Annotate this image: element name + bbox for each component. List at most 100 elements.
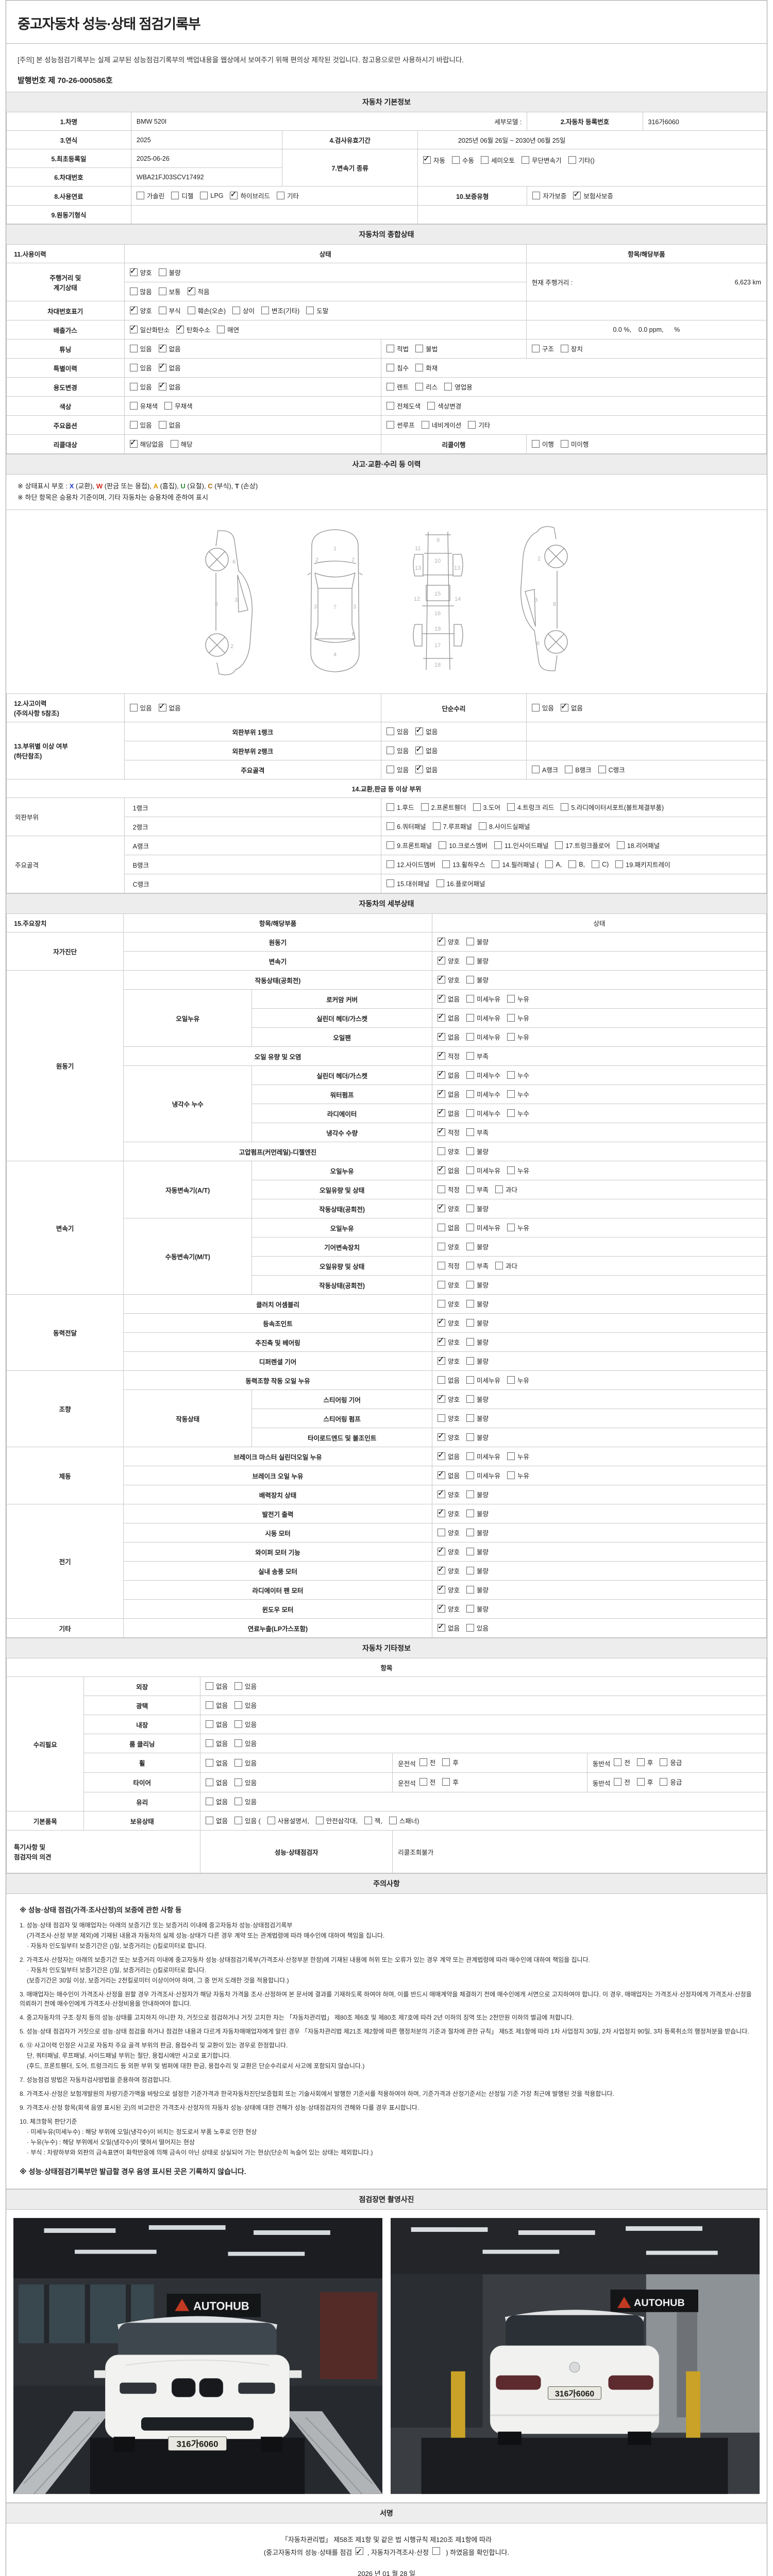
checkbox[interactable]	[614, 1778, 622, 1786]
checkbox[interactable]	[466, 1376, 474, 1384]
checkbox[interactable]	[421, 803, 429, 811]
checkbox[interactable]	[437, 1393, 445, 1403]
checkbox[interactable]	[129, 383, 138, 391]
price-checkbox[interactable]	[432, 2547, 440, 2555]
checkbox[interactable]	[466, 1319, 474, 1327]
checkbox[interactable]	[437, 1354, 445, 1365]
checkbox[interactable]	[568, 860, 577, 869]
checkbox[interactable]	[545, 860, 553, 869]
checkbox[interactable]	[234, 1720, 243, 1728]
checkbox[interactable]	[615, 860, 624, 869]
checkbox[interactable]	[568, 156, 576, 164]
checkbox[interactable]	[129, 421, 138, 429]
checkbox[interactable]	[234, 1701, 243, 1709]
checkbox[interactable]	[276, 192, 284, 199]
checkbox[interactable]	[636, 1778, 645, 1786]
checkbox[interactable]	[437, 935, 445, 946]
checkbox[interactable]	[466, 1414, 474, 1422]
checkbox[interactable]	[636, 1758, 645, 1767]
checkbox[interactable]	[660, 1758, 668, 1767]
checkbox[interactable]	[507, 1471, 515, 1480]
checkbox[interactable]	[437, 1262, 445, 1270]
checkbox[interactable]	[421, 421, 429, 429]
checkbox[interactable]	[187, 285, 195, 295]
checkbox[interactable]	[466, 1395, 474, 1403]
checkbox[interactable]	[466, 1452, 474, 1461]
checkbox[interactable]	[466, 1166, 474, 1175]
checkbox[interactable]	[386, 860, 395, 869]
checkbox[interactable]	[187, 307, 195, 314]
checkbox[interactable]	[386, 879, 395, 888]
checkbox[interactable]	[466, 1090, 474, 1098]
checkbox[interactable]	[261, 307, 269, 314]
checkbox[interactable]	[234, 1817, 243, 1825]
checkbox[interactable]	[437, 1529, 445, 1537]
checkbox[interactable]	[386, 747, 395, 755]
checkbox[interactable]	[561, 803, 569, 811]
checkbox[interactable]	[466, 1586, 474, 1594]
checkbox[interactable]	[466, 1433, 474, 1442]
checkbox[interactable]	[437, 1011, 445, 1022]
checkbox[interactable]	[437, 973, 445, 984]
checkbox[interactable]	[466, 1224, 474, 1232]
checkbox[interactable]	[437, 1069, 445, 1079]
checkbox[interactable]	[136, 192, 144, 199]
checkbox[interactable]	[466, 938, 474, 946]
checkbox[interactable]	[176, 323, 184, 333]
checkbox[interactable]	[507, 1109, 515, 1117]
checkbox[interactable]	[437, 1414, 445, 1422]
checkbox[interactable]	[129, 704, 138, 712]
checkbox[interactable]	[466, 1262, 474, 1270]
checkbox[interactable]	[507, 1071, 515, 1079]
checkbox[interactable]	[466, 1109, 474, 1117]
checkbox[interactable]	[206, 1798, 214, 1806]
checkbox[interactable]	[466, 1605, 474, 1613]
checkbox[interactable]	[234, 1682, 243, 1690]
checkbox[interactable]	[473, 803, 481, 811]
checkbox[interactable]	[315, 1817, 324, 1825]
checkbox[interactable]	[437, 954, 445, 965]
checkbox[interactable]	[466, 1490, 474, 1499]
checkbox[interactable]	[437, 1126, 445, 1137]
checkbox[interactable]	[158, 421, 166, 429]
checkbox[interactable]	[415, 383, 424, 391]
checkbox[interactable]	[466, 1033, 474, 1041]
checkbox[interactable]	[531, 704, 540, 712]
checkbox[interactable]	[386, 841, 395, 850]
checkbox[interactable]	[386, 345, 395, 352]
checkbox[interactable]	[158, 268, 166, 276]
checkbox[interactable]	[466, 1624, 474, 1632]
checkbox[interactable]	[437, 1564, 445, 1575]
checkbox[interactable]	[507, 1014, 515, 1022]
checkbox[interactable]	[466, 1071, 474, 1079]
checkbox[interactable]	[616, 841, 625, 850]
checkbox[interactable]	[565, 766, 573, 774]
checkbox[interactable]	[129, 402, 138, 410]
checkbox[interactable]	[158, 361, 166, 371]
checkbox[interactable]	[451, 156, 460, 164]
checkbox[interactable]	[419, 1758, 427, 1767]
checkbox[interactable]	[466, 957, 474, 965]
checkbox[interactable]	[164, 402, 173, 410]
checkbox[interactable]	[386, 727, 395, 736]
checkbox[interactable]	[466, 1357, 474, 1365]
checkbox[interactable]	[158, 287, 166, 295]
checkbox[interactable]	[507, 1224, 515, 1232]
checkbox[interactable]	[232, 307, 240, 314]
checkbox[interactable]	[129, 323, 138, 333]
checkbox[interactable]	[206, 1701, 214, 1709]
checkbox[interactable]	[437, 1431, 445, 1442]
checkbox[interactable]	[531, 440, 540, 448]
checkbox[interactable]	[386, 383, 395, 391]
checkbox[interactable]	[466, 1529, 474, 1537]
checkbox[interactable]	[436, 879, 444, 888]
checkbox[interactable]	[439, 841, 447, 850]
checkbox[interactable]	[415, 364, 424, 371]
checkbox[interactable]	[437, 1224, 445, 1232]
checkbox[interactable]	[158, 701, 166, 712]
checkbox[interactable]	[466, 1243, 474, 1251]
checkbox[interactable]	[389, 1817, 397, 1825]
checkbox[interactable]	[466, 1548, 474, 1556]
checkbox[interactable]	[364, 1817, 372, 1825]
checkbox[interactable]	[171, 192, 179, 199]
